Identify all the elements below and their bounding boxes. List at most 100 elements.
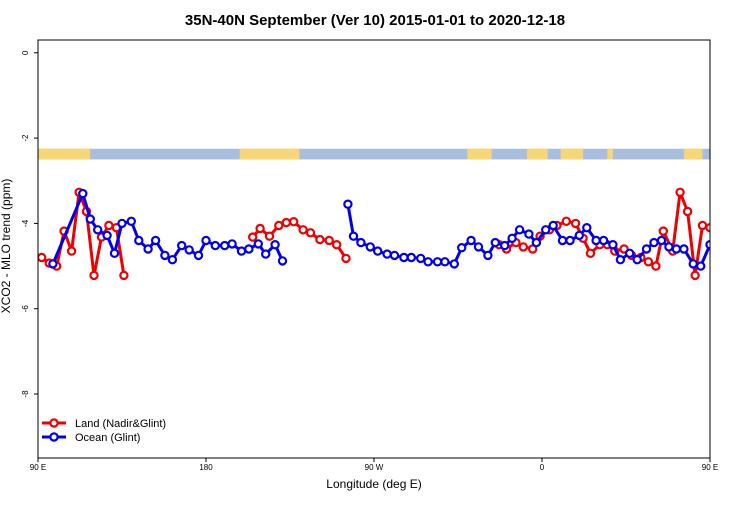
series-1-point-1-23 <box>531 237 542 248</box>
land-band-segment-1 <box>239 148 300 160</box>
series-1-point-1-29 <box>582 222 592 233</box>
series-0-point-1-0 <box>247 232 258 242</box>
series-1-point-0-8 <box>134 235 144 246</box>
series-1-point-0-3 <box>92 225 103 235</box>
series-0-point-2-11 <box>585 248 596 258</box>
series-layer <box>38 187 710 281</box>
y-tick-label-3: -6 <box>21 305 30 313</box>
series-0-point-2-3 <box>518 242 529 252</box>
series-1-point-1-28 <box>574 230 585 241</box>
series-1-point-0-2 <box>85 214 96 224</box>
series-0-point-1-1 <box>255 223 265 234</box>
series-1-point-0-20 <box>236 246 247 256</box>
series-1-point-0-18 <box>219 240 230 251</box>
series-1-point-0-22 <box>253 239 263 249</box>
series-0-point-1-5 <box>289 216 299 227</box>
land-band-segment-2 <box>467 148 492 160</box>
series-0-point-0-4 <box>66 246 77 256</box>
series-1-point-1-39 <box>664 242 674 252</box>
series-0-point-2-8 <box>561 216 572 226</box>
series-0-point-2-25 <box>697 220 708 231</box>
series-1-point-1-41 <box>679 244 689 254</box>
x-tick-label-3: 0 <box>540 463 545 472</box>
series-1-point-1-19 <box>500 240 510 251</box>
y-tick-label-4: -8 <box>21 390 30 398</box>
series-1-point-1-1 <box>348 231 359 241</box>
series-1-point-1-4 <box>373 246 383 256</box>
series-1-point-0-17 <box>210 240 220 251</box>
series-1-point-0-5 <box>109 248 120 258</box>
series-1-point-1-7 <box>399 252 409 263</box>
series-1-point-1-25 <box>548 220 558 231</box>
series-0-point-2-18 <box>643 257 654 267</box>
series-1-point-1-5 <box>382 249 392 259</box>
series-1-point-0-4 <box>102 230 112 241</box>
series-0-point-1-10 <box>332 239 342 250</box>
y-axis: 0 -2 -4 -6 -8 <box>21 50 38 398</box>
series-0-point-1-3 <box>274 220 284 231</box>
land-ocean-band <box>38 148 710 160</box>
series-1-point-1-38 <box>656 235 667 246</box>
land-band-segment-5 <box>607 148 613 160</box>
series-0-point-0-9 <box>104 220 114 231</box>
series-1-point-0-0 <box>48 259 58 269</box>
y-tick-label-0: 0 <box>21 50 30 55</box>
series-0-point-1-8 <box>315 234 325 245</box>
legend-label-1: Ocean (Glint) <box>75 432 140 444</box>
series-1-point-1-35 <box>632 255 642 265</box>
series-0-point-0-0 <box>38 252 47 263</box>
y-tick-label-1: -2 <box>21 134 30 142</box>
series-1-point-1-37 <box>649 237 659 248</box>
series-0-point-0-11 <box>119 270 129 281</box>
series-1-point-1-16 <box>473 242 484 252</box>
series-1-point-1-0 <box>343 199 353 209</box>
land-band-segment-6 <box>683 148 703 160</box>
y-tick-label-2: -4 <box>21 219 30 227</box>
series-1-point-1-3 <box>365 242 375 252</box>
series-1-point-1-30 <box>591 235 601 246</box>
series-1-point-0-19 <box>227 239 237 249</box>
series-1-point-1-21 <box>514 225 525 235</box>
series-1-point-1-17 <box>483 250 493 261</box>
series-1-point-1-22 <box>524 229 534 239</box>
series-1-point-1-27 <box>565 235 575 246</box>
series-1-point-0-23 <box>261 249 271 259</box>
series-1-point-1-18 <box>490 237 500 248</box>
series-1-point-0-7 <box>126 216 137 226</box>
series-1-point-0-1 <box>78 188 88 199</box>
series-0-point-2-19 <box>651 261 661 271</box>
x-tick-label-4: 90 E <box>702 463 718 472</box>
series-1-point-0-11 <box>160 250 170 261</box>
series-1-point-1-12 <box>440 257 450 267</box>
series-0-point-1-2 <box>264 231 275 241</box>
series-1-point-0-25 <box>277 256 288 266</box>
series-1-point-0-24 <box>270 239 280 250</box>
series-1-point-1-15 <box>466 235 476 246</box>
series-1-point-0-9 <box>143 244 153 254</box>
legend-label-0: Land (Nadir&Glint) <box>75 418 166 430</box>
series-1-point-1-10 <box>423 257 433 267</box>
series-0-point-2-9 <box>570 218 581 229</box>
x-axis-label: Longitude (deg E) <box>326 477 421 491</box>
series-0-point-2-22 <box>675 187 685 197</box>
series-1-point-1-2 <box>356 237 366 248</box>
x-tick-label-0: 90 E <box>30 463 46 472</box>
series-1-point-1-13 <box>449 259 459 269</box>
land-band-segment-3 <box>527 148 548 160</box>
series-1-point-1-8 <box>406 252 416 263</box>
series-1 <box>48 188 710 271</box>
series-0-point-1-7 <box>305 228 316 238</box>
x-axis: 90 E 180 90 W 0 90 E <box>30 458 718 472</box>
series-1-point-1-44 <box>705 240 710 250</box>
series-1-point-0-16 <box>201 235 211 246</box>
series-0-point-1-11 <box>341 253 351 264</box>
chart-title: 35N-40N September (Ver 10) 2015-01-01 to… <box>185 12 565 29</box>
series-1-point-1-42 <box>688 259 698 269</box>
series-1-point-1-43 <box>696 261 706 271</box>
series-1-point-1-14 <box>457 242 467 253</box>
series-0-point-2-26 <box>705 223 710 233</box>
series-1-point-1-24 <box>541 225 551 235</box>
land-band-segment-4 <box>560 148 584 160</box>
